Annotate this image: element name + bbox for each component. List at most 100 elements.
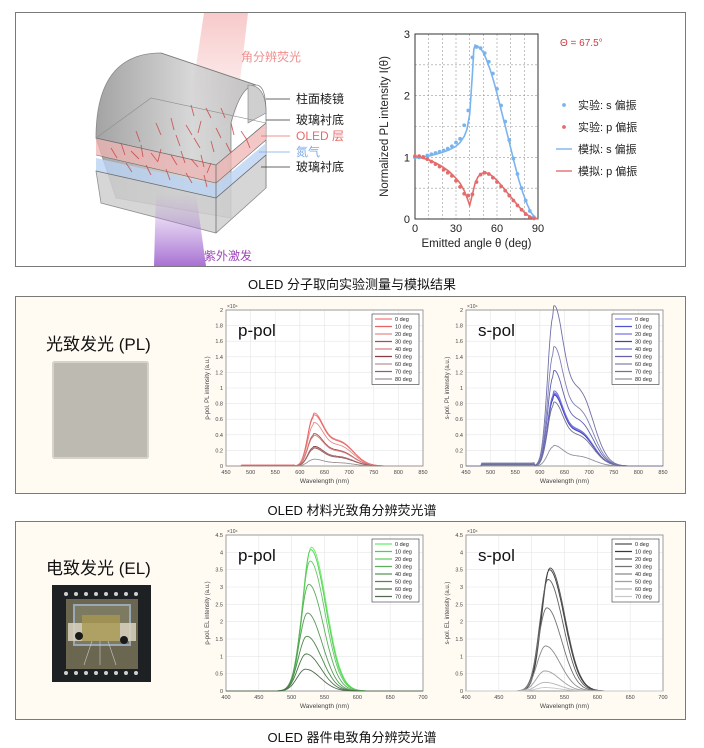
data-point [425, 153, 430, 158]
data-point [433, 151, 438, 155]
spectrum-curve [466, 401, 663, 467]
molecule-dipoles [110, 104, 251, 188]
oled-layer [96, 123, 266, 183]
x-tick-label: 650 [560, 470, 569, 476]
y-tick-label: 2 [460, 620, 463, 626]
spectrum-curve [226, 668, 423, 692]
y-tick-label: 1.6 [215, 339, 223, 345]
x-tick-label: 450 [461, 470, 470, 476]
layer-label-glass-top: 玻璃衬底 [296, 112, 344, 127]
legend-label: 60 deg [395, 362, 412, 368]
y-tick-label: 0 [460, 689, 463, 695]
theta-annotation: Θ = 67.5° [560, 38, 603, 49]
y-tick-label: 0.5 [455, 672, 463, 678]
pl-panel: 光致发光 (PL) 450 500 550 600 650 700 750 800 850 0 0.… [15, 296, 686, 494]
data-point [474, 45, 479, 49]
x-tick-label: 700 [585, 470, 594, 476]
x-tick-label: 450 [254, 695, 263, 701]
plot-frame [465, 309, 664, 467]
data-point [454, 140, 458, 145]
x-tick-label: 550 [271, 470, 280, 476]
data-point [466, 193, 471, 198]
spectrum-curve [466, 687, 663, 692]
y-tick-label: 2.5 [215, 602, 223, 608]
legend-label: 70 deg [635, 595, 652, 601]
data-point [515, 172, 520, 176]
x-tick-label: 550 [511, 470, 520, 476]
data-point [466, 108, 471, 113]
y-tick-label: 0 [404, 214, 410, 226]
pl-sample-label: 光致发光 (PL) [46, 335, 151, 354]
data-point [503, 119, 508, 124]
data-point [519, 207, 524, 212]
data-point [486, 172, 491, 176]
x-tick-label: 30 [450, 223, 462, 235]
data-point [462, 123, 467, 128]
x-tick-label: 600 [535, 470, 544, 476]
x-tick-label: 800 [634, 470, 643, 476]
legend-label: 30 deg [395, 565, 412, 571]
legend-label: 30 deg [635, 565, 652, 571]
y-axis-label: Normalized PL intensity I(θ) [379, 56, 391, 197]
y-axis-label: s-pol. PL intensity (a.u.) [445, 357, 451, 420]
legend-label: 20 deg [395, 557, 412, 563]
data-point [470, 192, 475, 197]
x-tick-label: 700 [658, 695, 667, 701]
data-point [470, 55, 475, 60]
chart-title: p-pol [238, 546, 276, 565]
y-tick-label: 1.4 [455, 355, 463, 361]
y-axis-label: s-pol. EL intensity (a.u.) [445, 582, 451, 645]
y-tick-label: 4.5 [215, 533, 223, 539]
orientation-chart: 0 30 60 90 0 1 2 3 Emitted angle θ (deg) Normaliz… [379, 29, 637, 250]
legend-label: 30 deg [635, 340, 652, 346]
legend-label: 20 deg [395, 332, 412, 338]
x-tick-label: 90 [532, 223, 544, 235]
oled-structure-diagram: 角分辨荧光 紫外激发 柱面棱镜 玻璃衬底 OLED 层 氮气 玻璃衬底 [95, 13, 344, 266]
legend-label: 实验: s 偏振 [578, 98, 637, 112]
x-tick-label: 550 [560, 695, 569, 701]
x-tick-label: 400 [221, 695, 230, 701]
y-tick-label: 2 [460, 308, 463, 314]
exponent-label: ×10⁴ [467, 304, 478, 310]
x-tick-label: 650 [320, 470, 329, 476]
y-tick-label: 0.6 [455, 417, 463, 423]
chart-title: s-pol [478, 546, 515, 565]
data-point [437, 149, 442, 154]
x-tick-label: 650 [626, 695, 635, 701]
uv-excitation-label: 紫外激发 [204, 248, 252, 263]
legend-box [611, 538, 660, 603]
legend-label: 模拟: s 偏振 [578, 142, 637, 156]
data-point [503, 188, 508, 193]
data-point [454, 178, 458, 183]
y-tick-label: 0.2 [455, 448, 463, 454]
exponent-label: ×10⁴ [227, 529, 238, 535]
y-tick-label: 0.4 [455, 433, 463, 439]
x-tick-label: 550 [320, 695, 329, 701]
y-tick-label: 0 [460, 464, 463, 470]
data-point [507, 138, 512, 142]
y-tick-label: 1.8 [455, 324, 463, 330]
layer-label-nitrogen: 氮气 [296, 144, 320, 159]
data-point [433, 162, 438, 167]
y-tick-label: 1.5 [215, 637, 223, 643]
el-sample-label: 电致发光 (EL) [46, 559, 151, 578]
y-tick-label: 0.8 [455, 402, 463, 408]
el-spol-chart: 400 450 500 550 600 650 700 0 0.5 1 1.5 2 2.5 3 3.5 4 4.… [445, 529, 668, 710]
legend-label: 20 deg [635, 332, 652, 338]
legend-label: 0 deg [635, 317, 649, 323]
data-point [458, 185, 462, 189]
el-device-photo [52, 585, 151, 682]
layer-label-oled: OLED 层 [296, 129, 344, 143]
y-tick-label: 2 [220, 308, 223, 314]
panel1-caption: OLED 分子取向实验测量与模拟结果 [247, 277, 456, 292]
data-point [495, 86, 499, 91]
data-point [491, 71, 495, 76]
x-tick-label: 450 [494, 695, 503, 701]
data-point [527, 215, 532, 220]
pl-sample-photo [52, 361, 149, 459]
y-tick-label: 0 [220, 464, 223, 470]
legend-label: 50 deg [635, 355, 652, 361]
data-point [450, 173, 454, 178]
data-point [495, 180, 499, 184]
x-axis-label: Wavelength (nm) [540, 478, 589, 485]
